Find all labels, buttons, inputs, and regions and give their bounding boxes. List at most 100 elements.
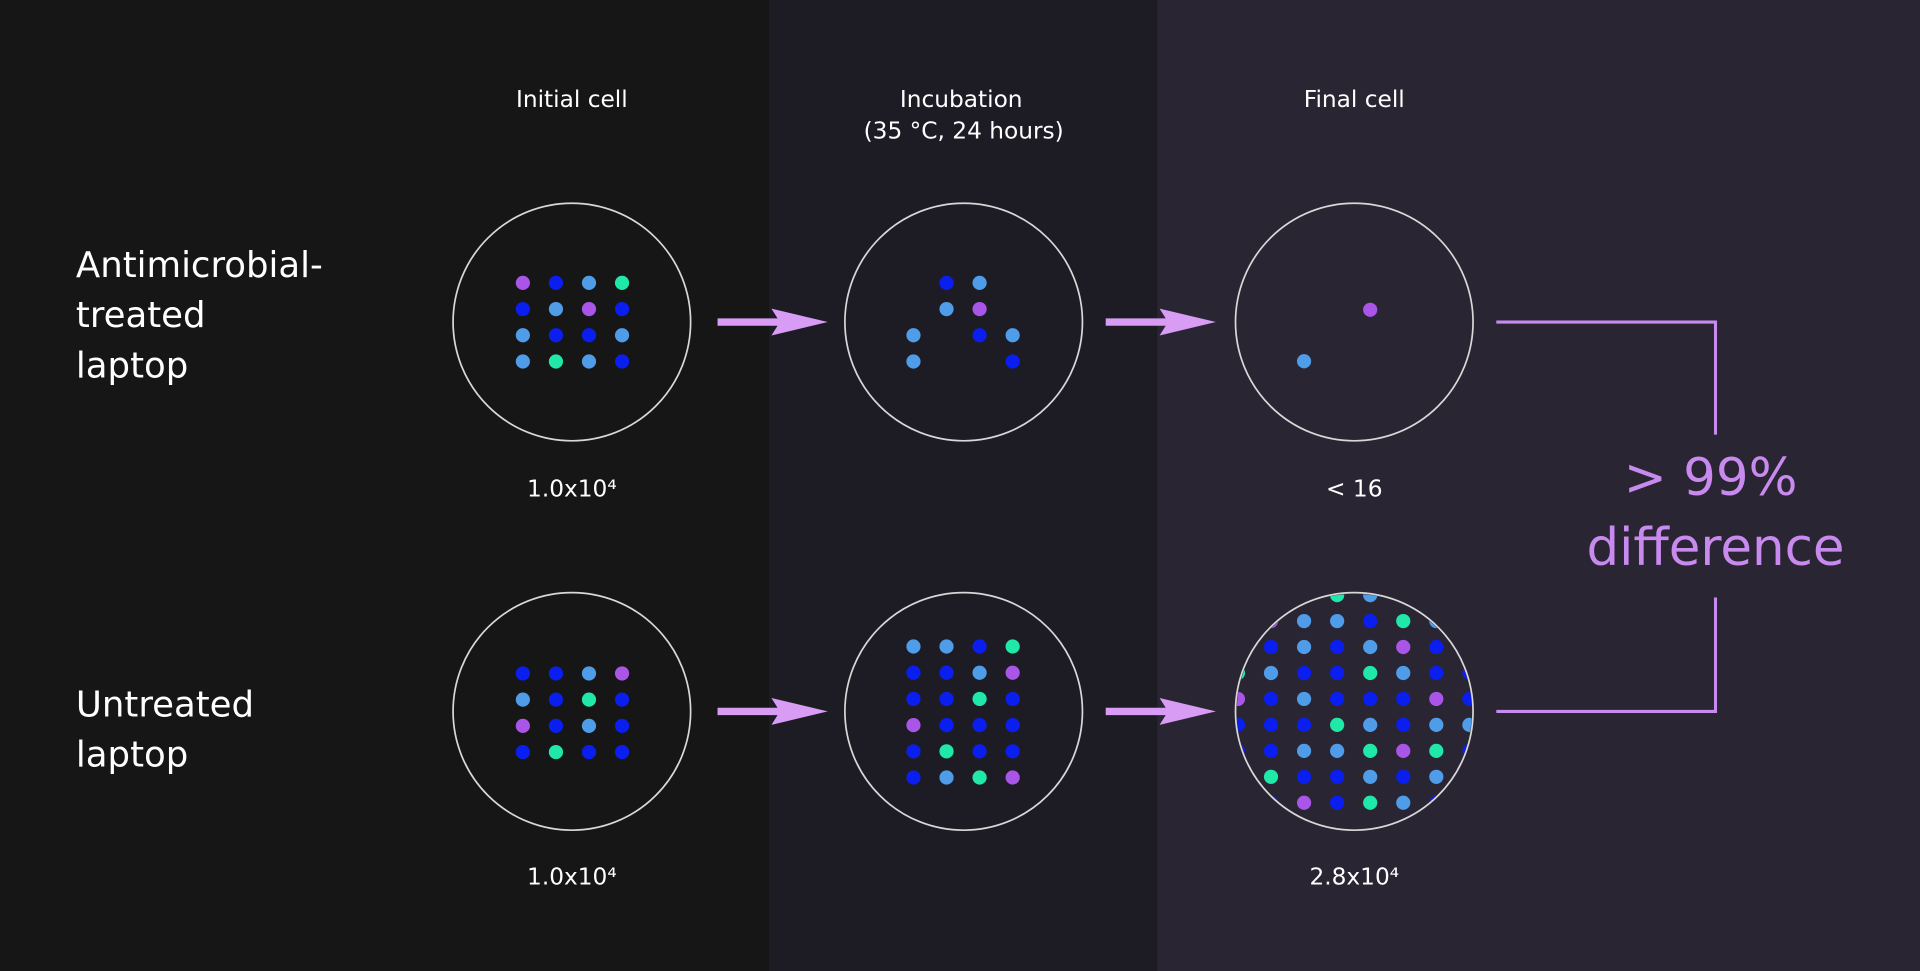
- cell-dot: [906, 328, 921, 343]
- cell-dot: [614, 718, 630, 733]
- cell-dot: [1296, 639, 1312, 655]
- cell-dot: [972, 639, 987, 654]
- cell-dot: [1396, 743, 1411, 758]
- cell-dots: [515, 275, 1378, 785]
- cell-dot: [1363, 743, 1378, 758]
- cell-dot: [906, 744, 921, 759]
- dish: [1234, 591, 1474, 832]
- cell-dot: [1462, 691, 1472, 707]
- cell-dot: [548, 354, 564, 369]
- cell-dot: [1263, 743, 1279, 758]
- dish: [844, 591, 1084, 832]
- cell-dot: [1363, 613, 1378, 629]
- cell-dot: [972, 691, 987, 707]
- cell-dot: [1005, 354, 1020, 369]
- cell-dot: [614, 692, 630, 707]
- cell-dot: [515, 744, 530, 760]
- cell-dot: [1296, 769, 1312, 784]
- count: 1.0x10⁴: [527, 863, 617, 890]
- cell-dot: [1330, 743, 1345, 758]
- cell-dot: [614, 275, 630, 290]
- cell-dot: [1330, 665, 1345, 681]
- cell-dot: [548, 301, 564, 317]
- cell-dot: [972, 301, 987, 317]
- cell-dot: [972, 275, 987, 290]
- cell-dot: [581, 275, 597, 290]
- cell-dot: [939, 770, 954, 785]
- cell-dot: [1429, 769, 1444, 784]
- cell-dot: [1005, 718, 1020, 733]
- cell-dot: [581, 744, 597, 760]
- count: 2.8x10⁴: [1309, 863, 1399, 890]
- cell-dot: [1462, 717, 1472, 732]
- bracket: [1496, 320, 1718, 435]
- cell-dot: [515, 275, 530, 290]
- cell-dot: [1005, 744, 1020, 759]
- cell-dot: [1005, 665, 1020, 680]
- dish: [844, 202, 1084, 442]
- arrows: [717, 308, 1216, 725]
- cell-dot: [906, 665, 921, 680]
- cell-dot: [1429, 717, 1444, 732]
- cell-dot: [515, 666, 530, 681]
- cell-dot: [1263, 717, 1279, 732]
- cell-dot: [548, 328, 564, 343]
- cell-dot: [972, 328, 987, 343]
- cell-dot: [1263, 665, 1279, 681]
- cell-dot: [1429, 665, 1444, 681]
- cell-dot: [1005, 691, 1020, 707]
- cell-dot: [1330, 639, 1345, 655]
- cell-dot: [581, 354, 597, 369]
- cell-dot: [1263, 769, 1279, 784]
- cell-dot: [1363, 795, 1378, 810]
- cell-dot: [1363, 593, 1378, 603]
- cell-dot: [581, 666, 597, 681]
- panel-incubation: [768, 0, 1158, 971]
- dishes: [452, 202, 1474, 832]
- cell-dot: [515, 692, 530, 707]
- cell-dot: [939, 639, 954, 654]
- cell-dot: [515, 301, 530, 317]
- cell-dot: [1330, 717, 1345, 732]
- cell-dot: [1296, 665, 1312, 681]
- count: < 16: [1326, 475, 1382, 502]
- cell-dot: [1363, 665, 1378, 681]
- cell-dot: [1330, 795, 1345, 810]
- cell-dot: [1005, 770, 1020, 785]
- cell-dot: [906, 691, 921, 707]
- cell-dot: [939, 275, 954, 290]
- cell-dot: [972, 665, 987, 680]
- panel-initial: [0, 0, 769, 971]
- cell-dot: [1396, 769, 1411, 784]
- cell-dot: [581, 328, 597, 343]
- cell-dot: [939, 301, 954, 317]
- cell-dot: [1396, 795, 1411, 810]
- column-subtitle: (35 °C, 24 hours): [864, 118, 1064, 145]
- cell-dot: [906, 718, 921, 733]
- cell-dot: [1363, 769, 1378, 784]
- cell-dot: [515, 354, 530, 369]
- cell-dot: [548, 692, 564, 707]
- row-label: Untreated: [76, 685, 254, 726]
- cell-dot: [1296, 743, 1312, 758]
- column-title: Incubation: [900, 86, 1023, 113]
- cell-dot: [939, 691, 954, 707]
- cell-dot: [581, 301, 597, 317]
- dish: [452, 591, 692, 832]
- row-label: laptop: [76, 345, 188, 386]
- cell-dot: [515, 328, 530, 343]
- cell-dot: [1363, 717, 1378, 732]
- arrow: [1105, 308, 1216, 336]
- cell-dot: [1396, 639, 1411, 655]
- cell-dot: [1296, 691, 1312, 707]
- cell-dot: [515, 718, 530, 733]
- result-label: difference: [1586, 518, 1844, 578]
- cell-dot: [1296, 354, 1312, 369]
- cell-dot: [972, 770, 987, 785]
- cell-dot: [1429, 743, 1444, 758]
- cell-dot: [1363, 691, 1378, 707]
- cell-dot: [1330, 691, 1345, 707]
- row-label: laptop: [76, 735, 188, 776]
